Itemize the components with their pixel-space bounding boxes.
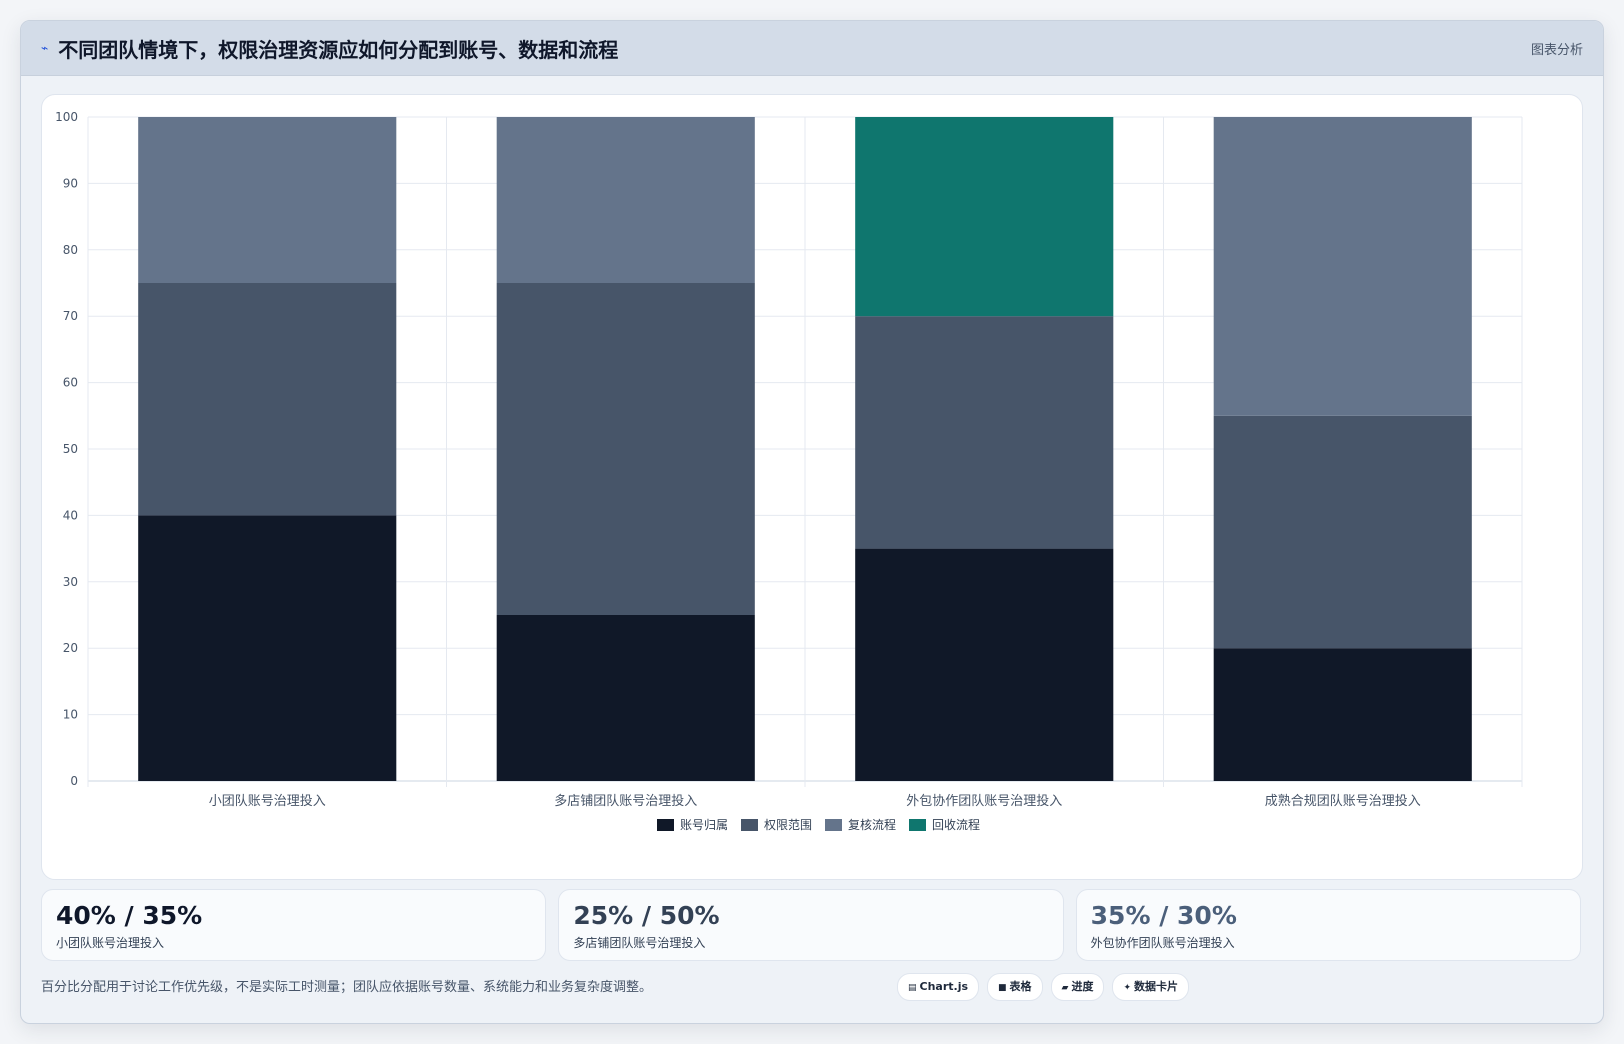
legend-label: 回收流程 [932,817,980,832]
progress-icon: ▰ [1061,983,1069,993]
stat-label: 小团队账号治理投入 [56,936,165,950]
bar-segment [138,283,397,516]
x-tick-label: 外包协作团队账号治理投入 [906,793,1062,809]
y-tick-label: 10 [63,708,78,722]
stacked-bar-chart: 0 10 20 30 40 50 60 70 80 90 100 小团队账号治理投入 多店铺团队账号治理… [55,110,1523,832]
x-tick-label: 成熟合规团队账号治理投入 [1265,793,1421,809]
bar-segment [496,117,755,283]
y-tick-label: 70 [63,309,78,323]
bar-segment [1213,117,1472,416]
pill-label: 进度 [1071,980,1094,993]
pill-label: 表格 [1009,980,1032,993]
y-tick-label: 0 [70,774,78,788]
bar-segment [496,283,755,615]
legend-swatch [657,819,674,831]
y-tick-label: 60 [63,376,78,390]
table-icon: ■ [998,983,1007,993]
pill-label: 数据卡片 [1134,980,1179,993]
stat-value: 35% / 30% [1090,901,1237,930]
legend-label: 账号归属 [680,818,728,832]
y-tick-label: 50 [63,442,78,456]
app-window: ⌁ 不同团队情境下，权限治理资源应如何分配到账号、数据和流程 图表分析 0 10 2… [20,20,1604,1024]
legend-label: 复核流程 [848,817,896,832]
stat-value: 40% / 35% [56,901,203,930]
y-tick-label: 80 [63,243,78,257]
y-tick-label: 40 [63,508,78,522]
stat-cards: 40% / 35% 小团队账号治理投入 25% / 50% 多店铺团队账号治理投… [41,889,1581,961]
chart-icon: ⌁ [41,41,49,55]
x-tick-label: 多店铺团队账号治理投入 [554,793,697,809]
pill-chartjs[interactable]: ▤ Chart.js [897,973,980,1001]
page-title: 不同团队情境下，权限治理资源应如何分配到账号、数据和流程 [58,37,619,62]
pill-table[interactable]: ■ 表格 [987,973,1043,1001]
bar-segment [855,316,1114,549]
chart-icon: ▤ [908,983,917,993]
stat-value: 25% / 50% [573,901,720,930]
legend-swatch [825,819,842,831]
stat-card: 40% / 35% 小团队账号治理投入 [41,889,547,961]
header-bar: ⌁ 不同团队情境下，权限治理资源应如何分配到账号、数据和流程 图表分析 [21,21,1603,76]
bar-segment [855,548,1114,781]
pill-progress[interactable]: ▰ 进度 [1050,973,1105,1001]
bar-segment [496,615,755,781]
stat-label: 多店铺团队账号治理投入 [573,936,706,950]
pill-label: Chart.js [919,980,969,993]
bar-segment [138,515,397,781]
y-tick-label: 30 [63,575,78,589]
y-tick-label: 20 [63,641,78,655]
legend-swatch [909,819,926,831]
y-tick-label: 100 [55,110,78,124]
view-switcher: ▤ Chart.js ■ 表格 ▰ 进度 ✦ 数据卡片 [897,973,1190,1001]
chart-analysis-label[interactable]: 图表分析 [1530,42,1583,58]
stat-card: 35% / 30% 外包协作团队账号治理投入 [1075,889,1581,961]
pill-datacard[interactable]: ✦ 数据卡片 [1112,973,1190,1001]
legend-label: 权限范围 [764,818,812,832]
legend-swatch [741,819,758,831]
bar-segment [1213,648,1472,781]
stat-label: 外包协作团队账号治理投入 [1090,936,1235,950]
y-tick-label: 90 [63,176,78,190]
bar-segment [138,117,397,283]
chart-panel: 0 10 20 30 40 50 60 70 80 90 100 小团队账号治理投入 多店铺团队账号治理… [41,94,1583,880]
stat-card: 25% / 50% 多店铺团队账号治理投入 [558,889,1064,961]
datacard-icon: ✦ [1123,983,1132,993]
bar-segment [855,117,1114,317]
bar-segment [1213,415,1472,649]
x-tick-label: 小团队账号治理投入 [209,793,326,809]
footer-note: 百分比分配用于讨论工作优先级，不是实际工时测量；团队应依据账号数量、系统能力和业… [41,980,653,995]
